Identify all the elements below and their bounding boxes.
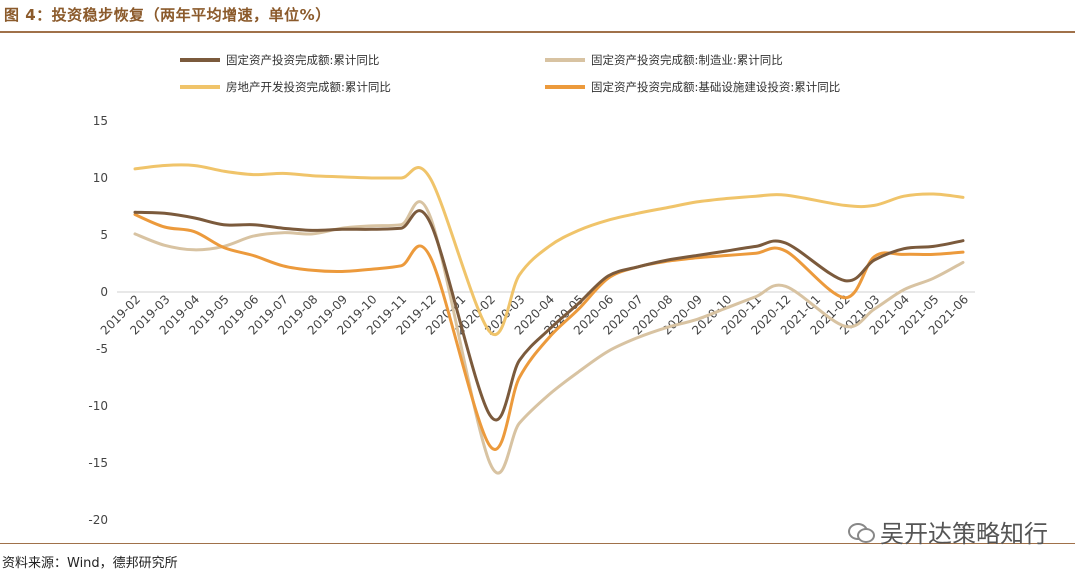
x-axis: 2019-022019-032019-042019-052019-062019-… — [98, 292, 971, 337]
series-line — [133, 163, 965, 337]
y-tick-label: -15 — [88, 456, 108, 470]
legend-label: 房地产开发投资完成额:累计同比 — [226, 80, 391, 94]
y-tick-label: 10 — [93, 171, 108, 185]
watermark-text: 吴开达策略知行 — [880, 520, 1048, 548]
y-tick-label: 0 — [100, 285, 108, 299]
legend-label: 固定资产投资完成额:基础设施建设投资:累计同比 — [591, 80, 840, 94]
y-tick-label: -10 — [88, 399, 108, 413]
series-line — [133, 209, 965, 422]
footer-divider — [0, 543, 1075, 544]
figure-title: 图 4：投资稳步恢复（两年平均增速，单位%） — [4, 6, 331, 24]
y-axis: 15 10 5 0 -5 -10 -15 -20 — [88, 114, 975, 527]
legend-label: 固定资产投资完成额:累计同比 — [226, 53, 379, 67]
wechat-icon — [848, 521, 875, 543]
y-tick-label: 5 — [100, 228, 108, 242]
source-note: 资料来源：Wind，德邦研究所 — [2, 556, 178, 571]
y-tick-label: -20 — [88, 513, 108, 527]
series-line — [133, 213, 965, 451]
title-divider — [0, 31, 1075, 33]
series-lines — [133, 163, 965, 475]
y-tick-label: -5 — [96, 342, 108, 356]
line-chart: 固定资产投资完成额:累计同比 固定资产投资完成额:制造业:累计同比房地产开发投资完… — [88, 53, 975, 527]
chart-legend: 固定资产投资完成额:累计同比 固定资产投资完成额:制造业:累计同比房地产开发投资完… — [180, 53, 840, 94]
legend-label: 固定资产投资完成额:制造业:累计同比 — [591, 53, 783, 67]
watermark: 吴开达策略知行 — [848, 514, 1048, 549]
series-line — [133, 200, 965, 475]
y-tick-label: 15 — [93, 114, 108, 128]
